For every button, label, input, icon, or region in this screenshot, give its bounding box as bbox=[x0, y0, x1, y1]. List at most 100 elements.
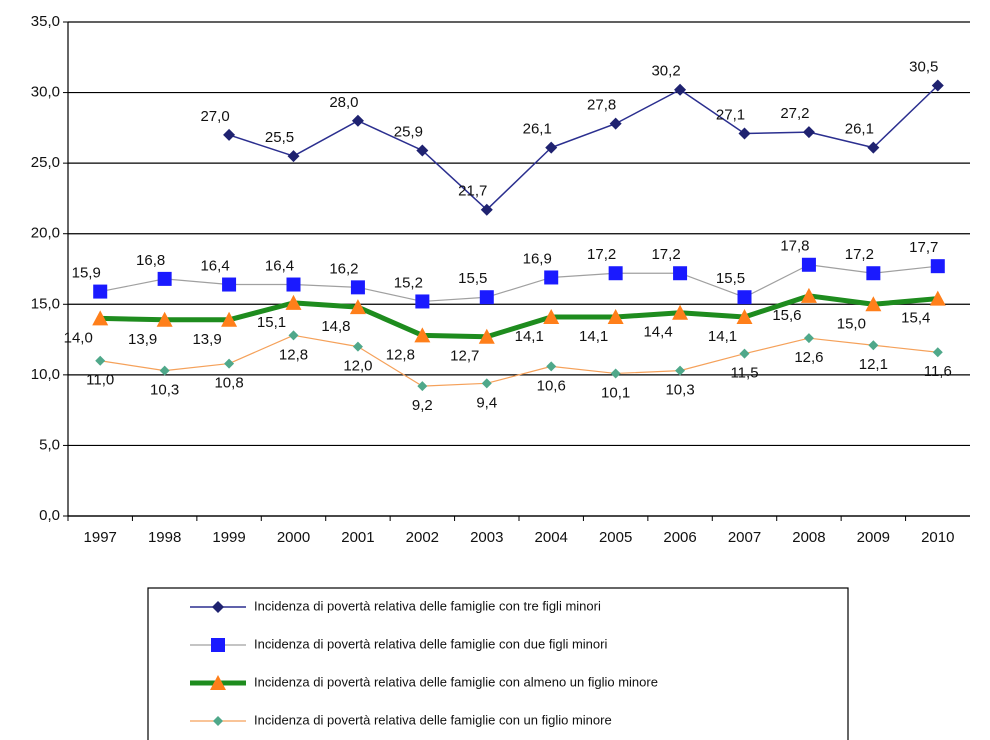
data-label: 16,4 bbox=[265, 257, 294, 274]
data-point bbox=[865, 296, 882, 312]
x-tick-label: 2009 bbox=[857, 529, 890, 546]
data-label: 10,3 bbox=[665, 382, 694, 399]
data-point bbox=[736, 308, 753, 324]
data-label: 15,5 bbox=[716, 270, 745, 287]
data-point bbox=[867, 141, 880, 154]
data-label: 12,8 bbox=[279, 346, 308, 363]
series-line bbox=[100, 264, 938, 303]
legend-marker bbox=[210, 675, 226, 690]
data-point bbox=[738, 127, 751, 140]
x-tick-label: 2002 bbox=[406, 529, 439, 546]
data-label: 13,9 bbox=[128, 331, 157, 348]
data-point bbox=[675, 365, 686, 376]
data-label: 11,6 bbox=[924, 363, 952, 380]
data-label: 16,8 bbox=[136, 252, 165, 269]
data-point bbox=[349, 299, 366, 315]
x-tick-label: 2005 bbox=[599, 529, 632, 546]
y-tick-label: 20,0 bbox=[31, 225, 60, 242]
series-line bbox=[100, 293, 939, 340]
data-label: 27,2 bbox=[780, 105, 809, 122]
data-point bbox=[545, 141, 558, 154]
x-tick-label: 2003 bbox=[470, 529, 503, 546]
x-tick-label: 2006 bbox=[663, 529, 696, 546]
data-point bbox=[288, 330, 299, 341]
data-point bbox=[673, 266, 688, 281]
data-label: 26,1 bbox=[845, 121, 874, 138]
data-label: 21,7 bbox=[458, 183, 487, 200]
data-point bbox=[803, 333, 814, 344]
x-tick-label: 1999 bbox=[212, 529, 245, 546]
data-point bbox=[351, 114, 364, 127]
data-point bbox=[223, 128, 236, 141]
data-label: 30,2 bbox=[651, 63, 680, 80]
x-tick-label: 2000 bbox=[277, 529, 310, 546]
data-point bbox=[95, 355, 106, 366]
data-label: 9,4 bbox=[476, 394, 497, 411]
x-tick-label: 2010 bbox=[921, 529, 954, 546]
data-point bbox=[802, 126, 815, 139]
data-point bbox=[674, 83, 687, 96]
data-point bbox=[350, 280, 365, 295]
data-point bbox=[672, 304, 689, 320]
data-point bbox=[417, 381, 428, 392]
data-point bbox=[932, 347, 943, 358]
data-label: 9,2 bbox=[412, 397, 433, 414]
data-label: 16,4 bbox=[200, 257, 229, 274]
data-label: 12,6 bbox=[794, 349, 823, 366]
data-point bbox=[286, 277, 301, 292]
data-point bbox=[156, 311, 173, 327]
data-label: 25,5 bbox=[265, 129, 294, 146]
legend-marker bbox=[212, 601, 224, 613]
data-point bbox=[285, 294, 302, 310]
data-label: 14,8 bbox=[321, 318, 350, 335]
data-point bbox=[415, 294, 430, 309]
data-label: 12,1 bbox=[859, 356, 888, 373]
data-point bbox=[480, 203, 493, 216]
data-point bbox=[222, 277, 237, 292]
data-label: 16,2 bbox=[329, 260, 358, 277]
data-point bbox=[93, 284, 108, 299]
data-label: 27,1 bbox=[716, 106, 745, 123]
data-point bbox=[929, 290, 946, 306]
y-tick-label: 15,0 bbox=[31, 295, 60, 312]
x-tick-label: 2008 bbox=[792, 529, 825, 546]
legend-label: Incidenza di povertà relativa delle fami… bbox=[254, 674, 658, 689]
data-point bbox=[544, 270, 559, 285]
data-point bbox=[868, 340, 879, 351]
legend-label: Incidenza di povertà relativa delle fami… bbox=[254, 636, 607, 651]
data-point bbox=[157, 271, 172, 286]
data-label: 15,2 bbox=[394, 274, 423, 291]
data-label: 14,1 bbox=[708, 328, 737, 345]
data-point bbox=[607, 308, 624, 324]
data-label: 15,0 bbox=[837, 315, 866, 332]
data-point bbox=[221, 311, 238, 327]
x-tick-label: 2001 bbox=[341, 529, 374, 546]
data-point bbox=[481, 378, 492, 389]
data-label: 10,1 bbox=[601, 384, 630, 401]
data-label: 17,7 bbox=[909, 239, 938, 256]
data-label: 11,5 bbox=[730, 365, 758, 382]
data-label: 12,0 bbox=[343, 358, 372, 375]
x-tick-label: 2007 bbox=[728, 529, 761, 546]
data-label: 28,0 bbox=[329, 94, 358, 111]
x-tick-label: 1997 bbox=[84, 529, 117, 546]
y-tick-label: 35,0 bbox=[31, 13, 60, 30]
data-point bbox=[930, 259, 945, 274]
data-point bbox=[737, 290, 752, 305]
data-point bbox=[609, 117, 622, 130]
legend-marker bbox=[213, 716, 223, 726]
data-label: 14,4 bbox=[643, 324, 672, 341]
legend-label: Incidenza di povertà relativa delle fami… bbox=[254, 598, 601, 613]
data-label: 10,8 bbox=[214, 375, 243, 392]
data-point bbox=[800, 287, 817, 303]
data-point bbox=[801, 257, 816, 272]
data-label: 15,5 bbox=[458, 270, 487, 287]
data-label: 10,6 bbox=[537, 377, 566, 394]
data-point bbox=[287, 150, 300, 163]
series-line bbox=[228, 84, 939, 211]
data-point bbox=[546, 361, 557, 372]
data-label: 17,2 bbox=[845, 246, 874, 263]
data-label: 12,7 bbox=[450, 348, 479, 365]
data-point bbox=[352, 341, 363, 352]
